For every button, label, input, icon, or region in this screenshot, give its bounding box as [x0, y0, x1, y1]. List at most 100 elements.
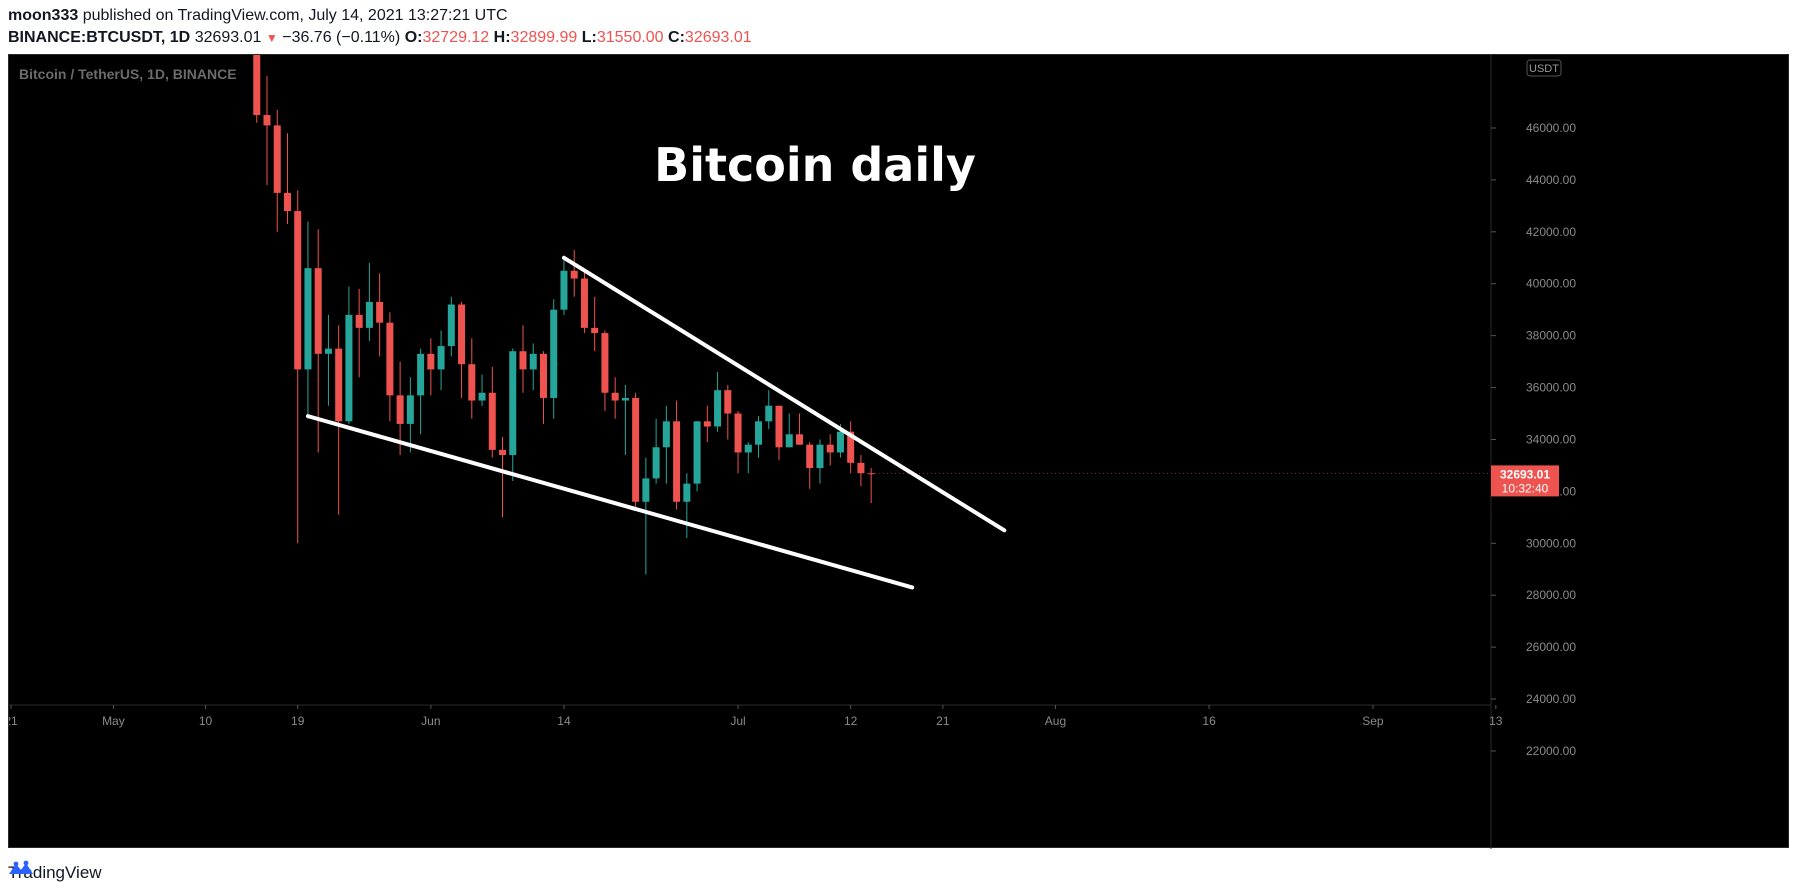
close-label: C: — [668, 29, 685, 46]
candle-body — [365, 301, 373, 328]
candle-body — [703, 421, 711, 427]
high-label: H: — [493, 29, 511, 46]
candle-body — [447, 304, 455, 347]
open-value: 32729.12 — [422, 29, 490, 46]
x-tick-label: 10 — [199, 714, 213, 728]
candlestick-chart[interactable]: Bitcoin / TetherUS, 1D, BINANCE Bitcoin … — [9, 55, 1790, 849]
footer-brand[interactable]: TradingView — [8, 863, 102, 882]
x-tick-label: Sep — [1362, 714, 1384, 728]
candle-body — [867, 473, 875, 475]
last-price: 32693.01 — [194, 29, 262, 46]
candle-body — [539, 353, 547, 398]
candle-body — [775, 405, 783, 448]
open-label: O: — [404, 29, 423, 46]
x-tick-label: 16 — [1202, 714, 1216, 728]
candle-body — [847, 431, 855, 463]
candle-body — [263, 115, 271, 126]
countdown-label: 10:32:40 — [1502, 481, 1549, 495]
chart-watermark: Bitcoin / TetherUS, 1D, BINANCE — [19, 66, 237, 82]
candle-body — [386, 322, 394, 396]
candle-body — [683, 483, 691, 502]
candle-body — [632, 397, 640, 502]
x-tick-label: 12 — [844, 714, 858, 728]
candle-body — [734, 413, 742, 453]
chart-area[interactable]: Bitcoin / TetherUS, 1D, BINANCE Bitcoin … — [8, 54, 1790, 849]
x-tick-label: 21 — [936, 714, 950, 728]
candle-body — [376, 301, 384, 323]
candle-body — [345, 314, 353, 422]
candle-body — [785, 434, 793, 448]
candle-body — [396, 395, 404, 424]
low-label: L: — [581, 29, 597, 46]
y-tick-label: 42000.00 — [1526, 225, 1576, 239]
y-tick-label: 30000.00 — [1526, 536, 1576, 550]
candle-body — [601, 333, 609, 393]
candle-body — [406, 395, 414, 424]
candle-body — [304, 268, 312, 370]
candle-body — [283, 192, 291, 212]
candle-body — [427, 353, 435, 370]
y-tick-label: 46000.00 — [1526, 121, 1576, 135]
currency-badge-label: USDT — [1529, 63, 1559, 75]
candle-body — [755, 421, 763, 445]
chart-title: Bitcoin daily — [654, 138, 976, 192]
candle-body — [806, 444, 814, 469]
candle-body — [253, 55, 261, 116]
y-tick-label: 38000.00 — [1526, 329, 1576, 343]
candle-body — [417, 353, 425, 396]
candle-body — [570, 270, 578, 279]
x-tick-label: 19 — [291, 714, 305, 728]
current-price-label: 32693.01 — [1500, 467, 1550, 481]
candle-body — [519, 351, 527, 370]
candle-body — [724, 390, 732, 414]
current-price-badge — [1491, 465, 1559, 497]
x-tick-label: May — [102, 714, 125, 728]
trendline-lower — [305, 414, 915, 590]
candle-body — [324, 348, 332, 354]
candle-body — [652, 447, 660, 479]
currency-badge — [1526, 59, 1562, 77]
candle-body — [857, 462, 865, 474]
published-text: published on TradingView.com, July 14, 2… — [82, 7, 508, 24]
candle-body — [662, 421, 670, 448]
candle-body — [437, 346, 445, 370]
y-tick-label: 22000.00 — [1526, 744, 1576, 758]
candle-body — [560, 270, 568, 310]
candle-body — [335, 348, 343, 422]
candle-body — [795, 434, 803, 445]
trendlines-group — [305, 255, 1007, 590]
candle-body — [499, 449, 507, 456]
high-value: 32899.99 — [510, 29, 578, 46]
candle-body — [744, 444, 752, 453]
price-change: −36.76 (−0.11%) — [282, 29, 401, 46]
symbol-label: BINANCE:BTCUSDT, 1D — [8, 29, 191, 46]
candle-body — [816, 444, 824, 469]
candle-body — [529, 353, 537, 370]
candle-body — [294, 211, 302, 370]
y-tick-label: 26000.00 — [1526, 640, 1576, 654]
x-tick-label: Jul — [730, 714, 745, 728]
candle-body — [580, 278, 588, 328]
x-tick-label: Jun — [421, 714, 440, 728]
x-tick-label: 13 — [1489, 714, 1503, 728]
price-axis[interactable]: 22000.00 24000.00 26000.00 28000.00 30000.00… — [1490, 55, 1576, 849]
candle-body — [621, 397, 629, 401]
x-tick-label: 21 — [9, 714, 18, 728]
candle-body — [591, 327, 599, 334]
candle-body — [765, 405, 773, 422]
author-name[interactable]: moon333 — [8, 7, 79, 24]
candle-body — [642, 478, 650, 502]
candle-body — [355, 314, 363, 328]
time-axis[interactable]: 21 May 10 19 Jun 14 Jul 12 21 Aug 16 Sep 13 — [9, 704, 1503, 728]
candle-body — [478, 392, 486, 401]
symbol-info: BINANCE:BTCUSDT, 1D 32693.01 ▼ −36.76 (−… — [8, 28, 752, 48]
tradingview-logo-icon — [9, 860, 33, 874]
candle-body — [468, 364, 476, 401]
candle-body — [314, 268, 322, 354]
y-tick-label: 34000.00 — [1526, 432, 1576, 446]
x-tick-label: 14 — [557, 714, 571, 728]
candle-body — [509, 351, 517, 456]
low-value: 31550.00 — [596, 29, 664, 46]
trendline-upper — [561, 255, 1007, 533]
candle-body — [550, 309, 558, 398]
